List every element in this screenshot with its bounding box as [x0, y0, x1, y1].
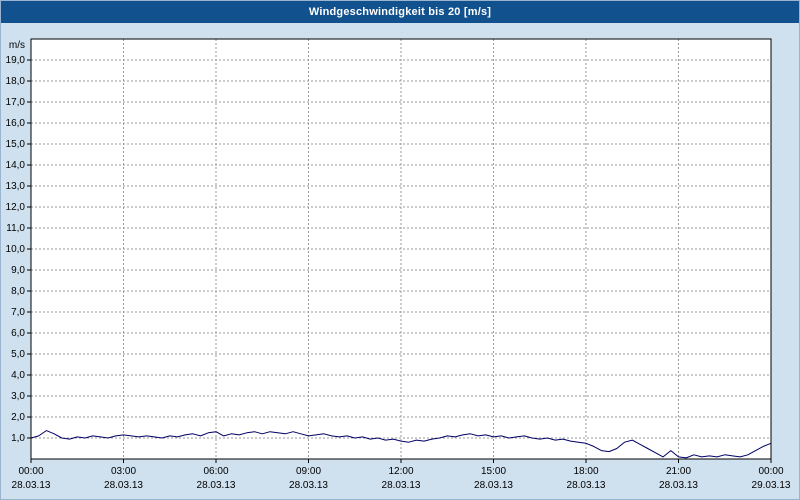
x-tick-date-label: 28.03.13	[289, 480, 328, 491]
y-tick-label: 11,0	[6, 223, 25, 234]
x-tick-time-label: 00:00	[758, 466, 783, 477]
x-tick-time-label: 15:00	[481, 466, 506, 477]
y-tick-label: 18,0	[6, 76, 26, 87]
y-tick-label: 15,0	[6, 139, 26, 150]
y-tick-label: 19,0	[6, 55, 26, 66]
x-tick-time-label: 03:00	[111, 466, 136, 477]
y-tick-label: 6,0	[11, 328, 25, 339]
y-tick-label: 1,0	[11, 433, 25, 444]
y-tick-label: 3,0	[11, 391, 25, 402]
x-tick-time-label: 21:00	[666, 466, 691, 477]
x-tick-date-label: 28.03.13	[474, 480, 513, 491]
y-tick-label: 14,0	[6, 160, 26, 171]
x-tick-date-label: 28.03.13	[382, 480, 421, 491]
y-tick-label: 2,0	[11, 412, 25, 423]
y-tick-label: 5,0	[11, 349, 25, 360]
y-tick-label: 17,0	[6, 97, 26, 108]
y-axis-unit-label: m/s	[9, 40, 25, 51]
y-tick-label: 9,0	[11, 265, 25, 276]
x-tick-date-label: 28.03.13	[659, 480, 698, 491]
x-tick-time-label: 09:00	[296, 466, 321, 477]
y-tick-label: 10,0	[6, 244, 26, 255]
chart-area: 19,0 18,0 17,0 16,0 15,0 14,0 13,0 12,0 11,0 10,0…	[1, 23, 799, 499]
plot-frame	[30, 38, 772, 460]
x-tick-time-label: 12:00	[388, 466, 413, 477]
x-tick-date-label: 28.03.13	[12, 480, 51, 491]
y-tick-label: 16,0	[6, 118, 26, 129]
x-tick-date-label: 29.03.13	[752, 480, 791, 491]
y-tick-label: 7,0	[11, 307, 25, 318]
y-tick-label: 4,0	[11, 370, 25, 381]
title-bar: Windgeschwindigkeit bis 20 [m/s]	[1, 1, 799, 23]
x-tick-date-label: 28.03.13	[197, 480, 236, 491]
y-tick-label: 12,0	[6, 202, 26, 213]
y-tick-label: 8,0	[11, 286, 25, 297]
wind-speed-chart: 19,0 18,0 17,0 16,0 15,0 14,0 13,0 12,0 11,0 10,0…	[6, 38, 791, 491]
chart-title: Windgeschwindigkeit bis 20 [m/s]	[308, 6, 492, 18]
x-tick-time-label: 00:00	[18, 466, 43, 477]
x-tick-date-label: 28.03.13	[104, 480, 143, 491]
x-tick-time-label: 18:00	[573, 466, 598, 477]
x-tick-date-label: 28.03.13	[567, 480, 606, 491]
x-tick-time-label: 06:00	[203, 466, 228, 477]
y-tick-label: 13,0	[6, 181, 26, 192]
wind-speed-line	[30, 430, 772, 459]
